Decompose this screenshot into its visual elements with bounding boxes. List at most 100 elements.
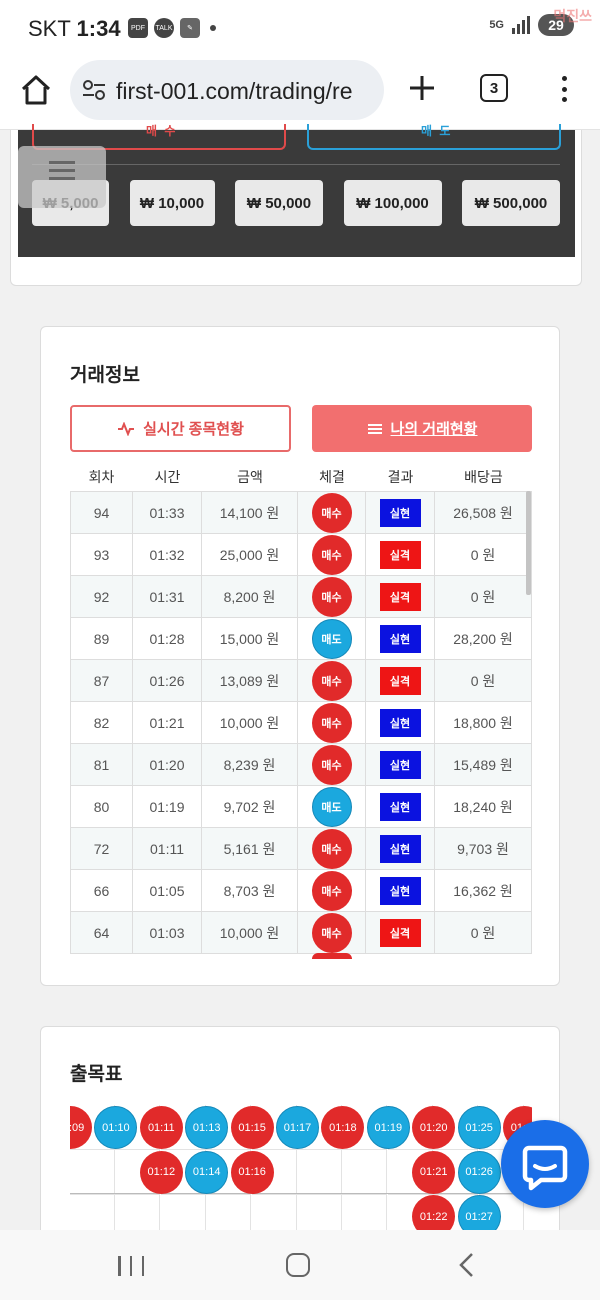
realtime-status-button[interactable]: 실시간 종목현황 (70, 405, 291, 452)
execution-badge: 매수 (311, 576, 352, 617)
result-badge: 실현 (379, 876, 421, 905)
hamburger-menu-button[interactable] (18, 146, 106, 208)
cell-amount: 10,000 원 (202, 912, 298, 953)
watermark-logo: 먹진쓰 (553, 8, 592, 24)
cell-payout: 0 원 (435, 534, 532, 575)
cell-time: 01:28 (133, 618, 202, 659)
system-navigation-bar (0, 1230, 600, 1300)
board-cell (252, 1194, 297, 1235)
board-ball: 01:13 (185, 1106, 229, 1149)
cell-execution: 매수 (298, 534, 366, 575)
cell-round: 92 (70, 576, 133, 617)
cell-execution: 매수 (298, 828, 366, 869)
amount-button-100000[interactable]: ₩ 100,000 (343, 180, 442, 226)
pulse-icon (118, 421, 135, 436)
cell-round: 80 (70, 786, 133, 827)
back-icon[interactable] (456, 1252, 478, 1278)
panel-divider (32, 164, 560, 165)
table-row: 80 01:19 9,702 원 매도 실현 18,240 원 (70, 786, 532, 828)
cell-result: 실현 (366, 828, 435, 869)
url-field[interactable]: first-001.com/trading/re (70, 60, 384, 120)
table-row: 72 01:11 5,161 원 매수 실현 9,703 원 (70, 828, 532, 870)
result-board: 01:0901:1001:1101:1201:1301:1401:1501:16… (70, 1105, 532, 1235)
cell-time: 01:03 (133, 912, 202, 953)
cell-payout: 18,240 원 (435, 786, 532, 827)
cell-payout: 0 원 (435, 576, 532, 617)
cell-amount: 8,239 원 (202, 744, 298, 785)
board-ball: 01:11 (139, 1106, 183, 1149)
execution-badge: 매도 (311, 786, 352, 827)
tab-switcher-button[interactable]: 3 (480, 74, 508, 102)
cell-round: 93 (70, 534, 133, 575)
execution-badge: 매수 (311, 912, 352, 953)
table-scrollbar[interactable] (526, 491, 531, 595)
execution-badge: 매수 (311, 534, 352, 575)
chat-button[interactable] (501, 1120, 589, 1208)
header-execution: 체결 (319, 469, 345, 485)
board-ball: 01:15 (230, 1106, 274, 1149)
cell-execution: 매수 (298, 912, 366, 953)
cell-execution: 매수 (298, 576, 366, 617)
header-result: 결과 (387, 469, 414, 485)
result-badge: 실현 (379, 792, 421, 821)
new-tab-icon[interactable] (404, 70, 440, 106)
result-badge: 실현 (379, 498, 421, 527)
result-badge: 실격 (379, 666, 421, 695)
table-row: 89 01:28 15,000 원 매도 실현 28,200 원 (70, 618, 532, 660)
amount-button-500000[interactable]: ₩ 500,000 (462, 180, 560, 226)
cell-payout: 0 원 (435, 912, 532, 953)
board-cell (206, 1194, 252, 1235)
board-cell (297, 1149, 342, 1195)
cell-result: 실현 (366, 702, 435, 743)
result-badge: 실격 (379, 918, 421, 947)
cell-result: 실격 (366, 576, 435, 617)
cell-time: 01:33 (133, 492, 202, 533)
my-trades-button[interactable]: 나의 거래현황 (312, 405, 532, 452)
board-cell (115, 1194, 161, 1235)
cell-round: 87 (70, 660, 133, 701)
amount-button-50000[interactable]: ₩ 50,000 (235, 180, 323, 226)
status-bar: SKT 1:34 PDF TALK ✎ 5G 29 먹진쓰 (0, 0, 600, 56)
nav-home-icon[interactable] (286, 1253, 310, 1277)
board-ball: 01:20 (412, 1106, 456, 1149)
trade-info-title: 거래정보 (70, 365, 140, 386)
header-payout: 배당금 (464, 469, 503, 485)
cell-amount: 14,100 원 (202, 492, 298, 533)
amount-button-10000[interactable]: ₩ 10,000 (129, 180, 215, 226)
site-settings-icon[interactable] (82, 79, 106, 101)
cell-payout: 28,200 원 (435, 618, 532, 659)
result-board-card: 출목표 01:0901:1001:1101:1201:1301:1401:150… (40, 1026, 560, 1256)
trade-table-body[interactable]: 94 01:33 14,100 원 매수 실현 26,508 원 93 01:32 25,000… (70, 491, 532, 957)
cell-round: 66 (70, 870, 133, 911)
board-ball: 01:17 (276, 1106, 319, 1149)
execution-badge: 매도 (311, 618, 352, 659)
buy-chart-box[interactable]: 매 수 (32, 124, 286, 150)
table-row: 81 01:20 8,239 원 매수 실현 15,489 원 (70, 744, 532, 786)
result-board-title: 출목표 (70, 1064, 123, 1085)
amount-buttons: ₩ 5,000 ₩ 10,000 ₩ 50,000 ₩ 100,000 ₩ 50… (32, 180, 560, 226)
trade-table-header: 회차 시간 금액 체결 결과 배당금 (70, 467, 532, 491)
cell-time: 01:21 (133, 702, 202, 743)
recents-icon[interactable] (118, 1256, 144, 1276)
board-ball: 01:14 (185, 1150, 229, 1194)
sell-chart-box[interactable]: 매 도 (307, 124, 561, 150)
cell-round: 82 (70, 702, 133, 743)
cell-execution: 매수 (298, 870, 366, 911)
result-badge: 실현 (379, 750, 421, 779)
result-badge: 실현 (379, 834, 421, 863)
pdf-icon: PDF (128, 18, 148, 38)
board-cell (70, 1194, 115, 1235)
board-ball: 01:26 (457, 1150, 501, 1194)
table-row: 92 01:31 8,200 원 매수 실격 0 원 (70, 576, 532, 618)
home-icon[interactable] (18, 72, 54, 108)
url-text[interactable]: first-001.com/trading/re (116, 78, 353, 104)
cell-time: 01:19 (133, 786, 202, 827)
cell-amount: 10,000 원 (202, 702, 298, 743)
cell-result: 실현 (366, 786, 435, 827)
execution-badge: 매수 (311, 660, 352, 701)
more-menu-icon[interactable] (556, 72, 572, 106)
cell-amount: 5,161 원 (202, 828, 298, 869)
cell-execution: 매수 (298, 660, 366, 701)
clock: 1:34 (76, 16, 121, 41)
cell-amount: 13,089 원 (202, 660, 298, 701)
